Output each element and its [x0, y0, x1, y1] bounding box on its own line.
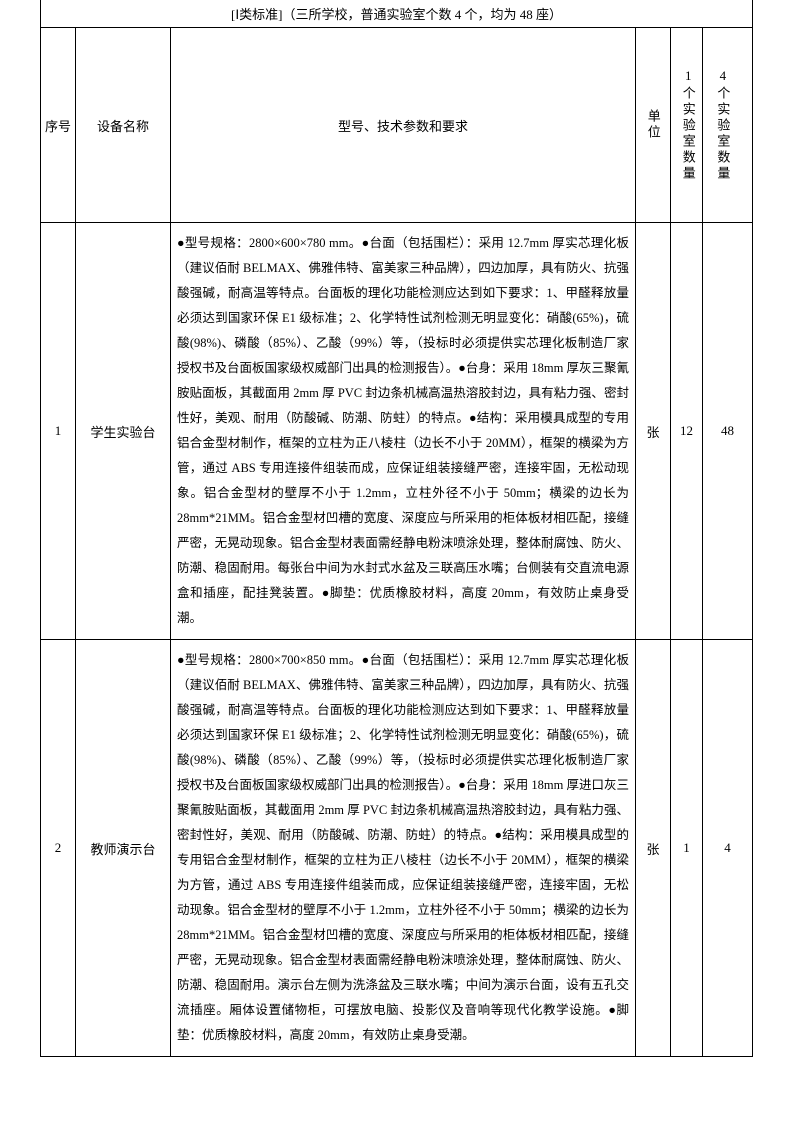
page-title: [Ⅰ类标准]（三所学校，普通实验室个数 4 个，均为 48 座） [40, 0, 753, 27]
cell-qty4: 48 [703, 223, 753, 640]
cell-qty4: 4 [703, 640, 753, 1057]
cell-unit: 张 [636, 640, 671, 1057]
cell-name: 教师演示台 [76, 640, 171, 1057]
header-seq: 序号 [41, 28, 76, 223]
cell-unit: 张 [636, 223, 671, 640]
table-row: 1 学生实验台 ●型号规格：2800×600×780 mm。●台面（包括围栏）：… [41, 223, 753, 640]
cell-name: 学生实验台 [76, 223, 171, 640]
cell-seq: 1 [41, 223, 76, 640]
header-qty4: 4个实验室数量 [703, 28, 753, 223]
cell-qty1: 12 [671, 223, 703, 640]
cell-spec: ●型号规格：2800×600×780 mm。●台面（包括围栏）：采用 12.7m… [171, 223, 636, 640]
header-spec: 型号、技术参数和要求 [171, 28, 636, 223]
table-row: 2 教师演示台 ●型号规格：2800×700×850 mm。●台面（包括围栏）：… [41, 640, 753, 1057]
header-unit: 单位 [636, 28, 671, 223]
cell-seq: 2 [41, 640, 76, 1057]
cell-qty1: 1 [671, 640, 703, 1057]
table-header-row: 序号 设备名称 型号、技术参数和要求 单位 1个实验室数量 4个实验室数量 [41, 28, 753, 223]
header-name: 设备名称 [76, 28, 171, 223]
header-qty1: 1个实验室数量 [671, 28, 703, 223]
cell-spec: ●型号规格：2800×700×850 mm。●台面（包括围栏）：采用 12.7m… [171, 640, 636, 1057]
equipment-table: 序号 设备名称 型号、技术参数和要求 单位 1个实验室数量 4个实验室数量 1 … [40, 27, 753, 1057]
